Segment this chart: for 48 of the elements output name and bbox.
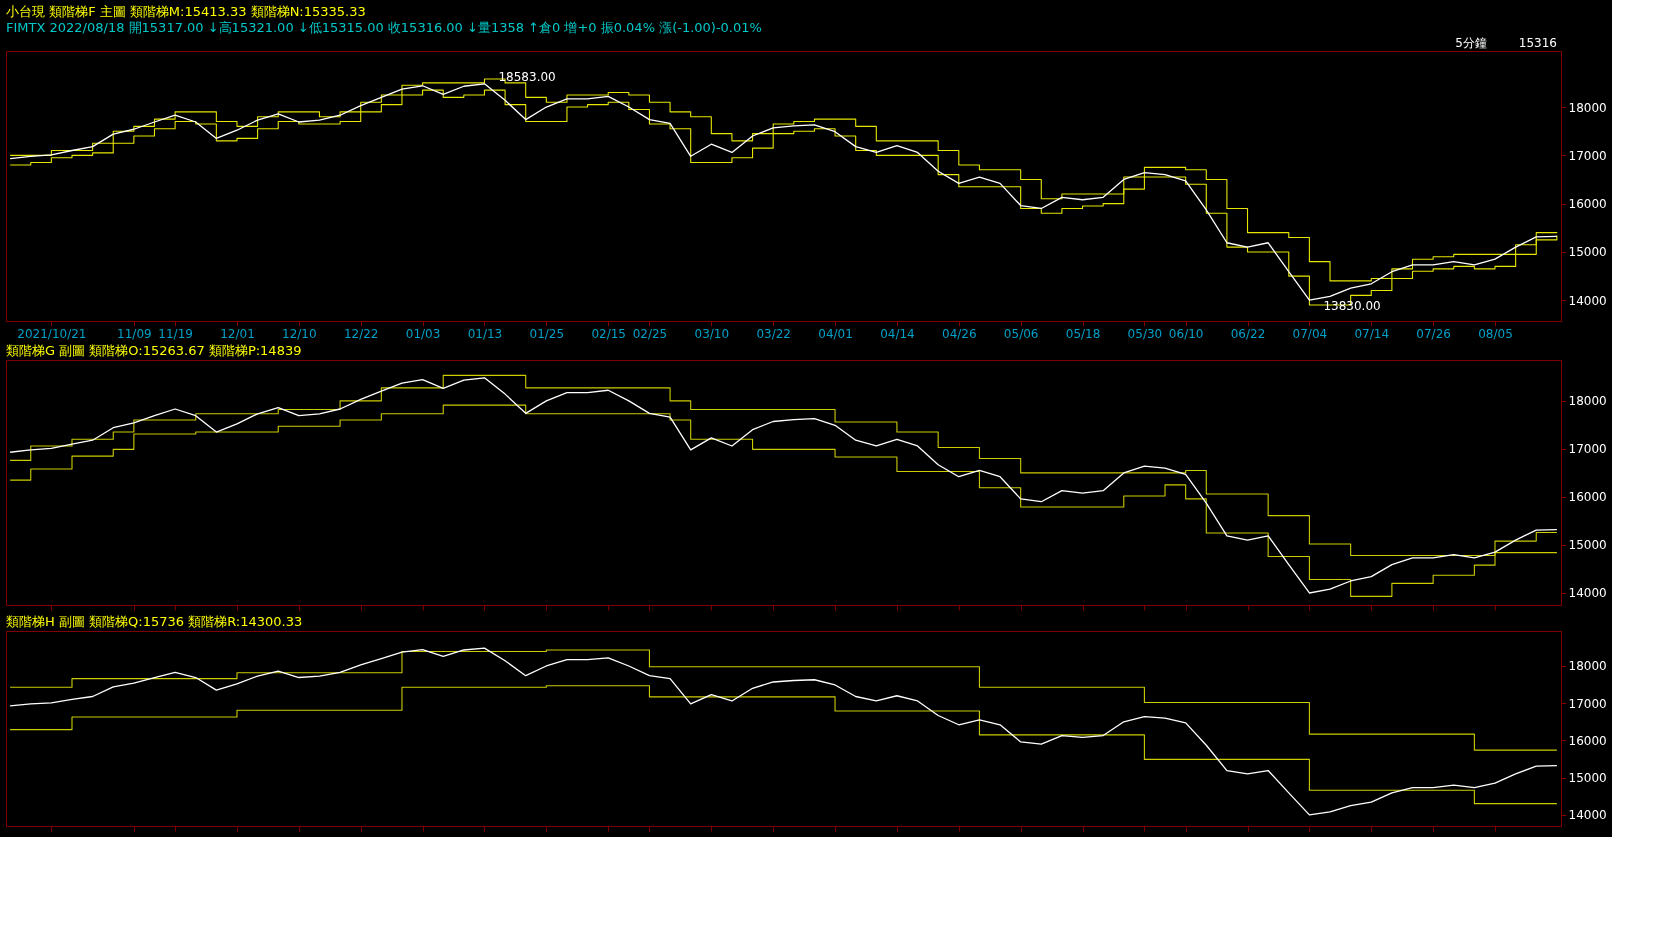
chart-title: 類階梯G 副圖 類階梯O:15263.67 類階梯P:14839 [6, 343, 302, 358]
x-tick-label: 03/22 [756, 326, 791, 341]
x-tick-label: 01/13 [467, 326, 503, 341]
x-tick-label: 12/22 [343, 326, 379, 341]
y-tick-label: 15000 [1568, 771, 1607, 786]
y-tick-label: 15000 [1568, 245, 1607, 260]
x-tick-label: 01/25 [529, 326, 565, 341]
x-tick-label: 12/01 [220, 326, 255, 341]
y-tick-label: 15000 [1568, 538, 1607, 553]
x-tick-label: 06/22 [1230, 326, 1266, 341]
chart-title: 類階梯H 副圖 類階梯Q:15736 類階梯R:14300.33 [6, 614, 303, 629]
y-tick-label: 17000 [1568, 696, 1607, 711]
x-tick-label: 05/18 [1065, 326, 1101, 341]
x-tick-label: 07/04 [1292, 326, 1328, 341]
x-tick-label: 11/19 [158, 326, 193, 341]
text: 5分鐘 [1455, 36, 1487, 50]
y-tick-label: 14000 [1568, 293, 1607, 308]
y-tick-label: 16000 [1568, 490, 1607, 505]
y-tick-label: 17000 [1568, 442, 1607, 457]
x-tick-label: 06/10 [1168, 326, 1204, 341]
x-tick-label: 03/10 [694, 326, 730, 341]
x-tick-label: 2021/10/21 [17, 326, 87, 341]
y-tick-label: 18000 [1568, 100, 1607, 115]
annotation: 13830.00 [1323, 299, 1381, 314]
y-tick-label: 18000 [1568, 394, 1607, 409]
chart-title: 小台現 類階梯F 主圖 類階梯M:15413.33 類階梯N:15335.33 [6, 4, 366, 19]
x-tick-label: 05/30 [1127, 326, 1163, 341]
x-tick-label: 11/09 [117, 326, 152, 341]
annotation: 18583.00 [498, 69, 556, 84]
y-tick-label: 18000 [1568, 659, 1607, 674]
y-tick-label: 14000 [1568, 586, 1607, 601]
x-tick-label: 02/15 [591, 326, 626, 341]
y-tick-label: 17000 [1568, 148, 1607, 163]
x-tick-label: 08/05 [1478, 326, 1513, 341]
x-tick-label: 04/14 [880, 326, 915, 341]
x-tick-label: 04/26 [942, 326, 977, 341]
y-tick-label: 14000 [1568, 808, 1607, 823]
x-tick-label: 07/26 [1416, 326, 1451, 341]
y-tick-label: 16000 [1568, 733, 1607, 748]
x-tick-label: 05/06 [1003, 326, 1039, 341]
chart-subtitle: FIMTX 2022/08/18 開15317.00 ↓高15321.00 ↓低15315.00 收15316.00 ↓量1358 ↑倉0 增+0 振0.04% 漲(-1.00)-0.01% [6, 20, 762, 35]
text: 15316 [1518, 36, 1557, 50]
x-tick-label: 12/10 [282, 326, 317, 341]
x-tick-label: 07/14 [1354, 326, 1390, 341]
y-tick-label: 16000 [1568, 197, 1607, 212]
x-tick-label: 01/03 [405, 326, 441, 341]
x-tick-label: 04/01 [818, 326, 853, 341]
x-tick-label: 02/25 [632, 326, 668, 341]
